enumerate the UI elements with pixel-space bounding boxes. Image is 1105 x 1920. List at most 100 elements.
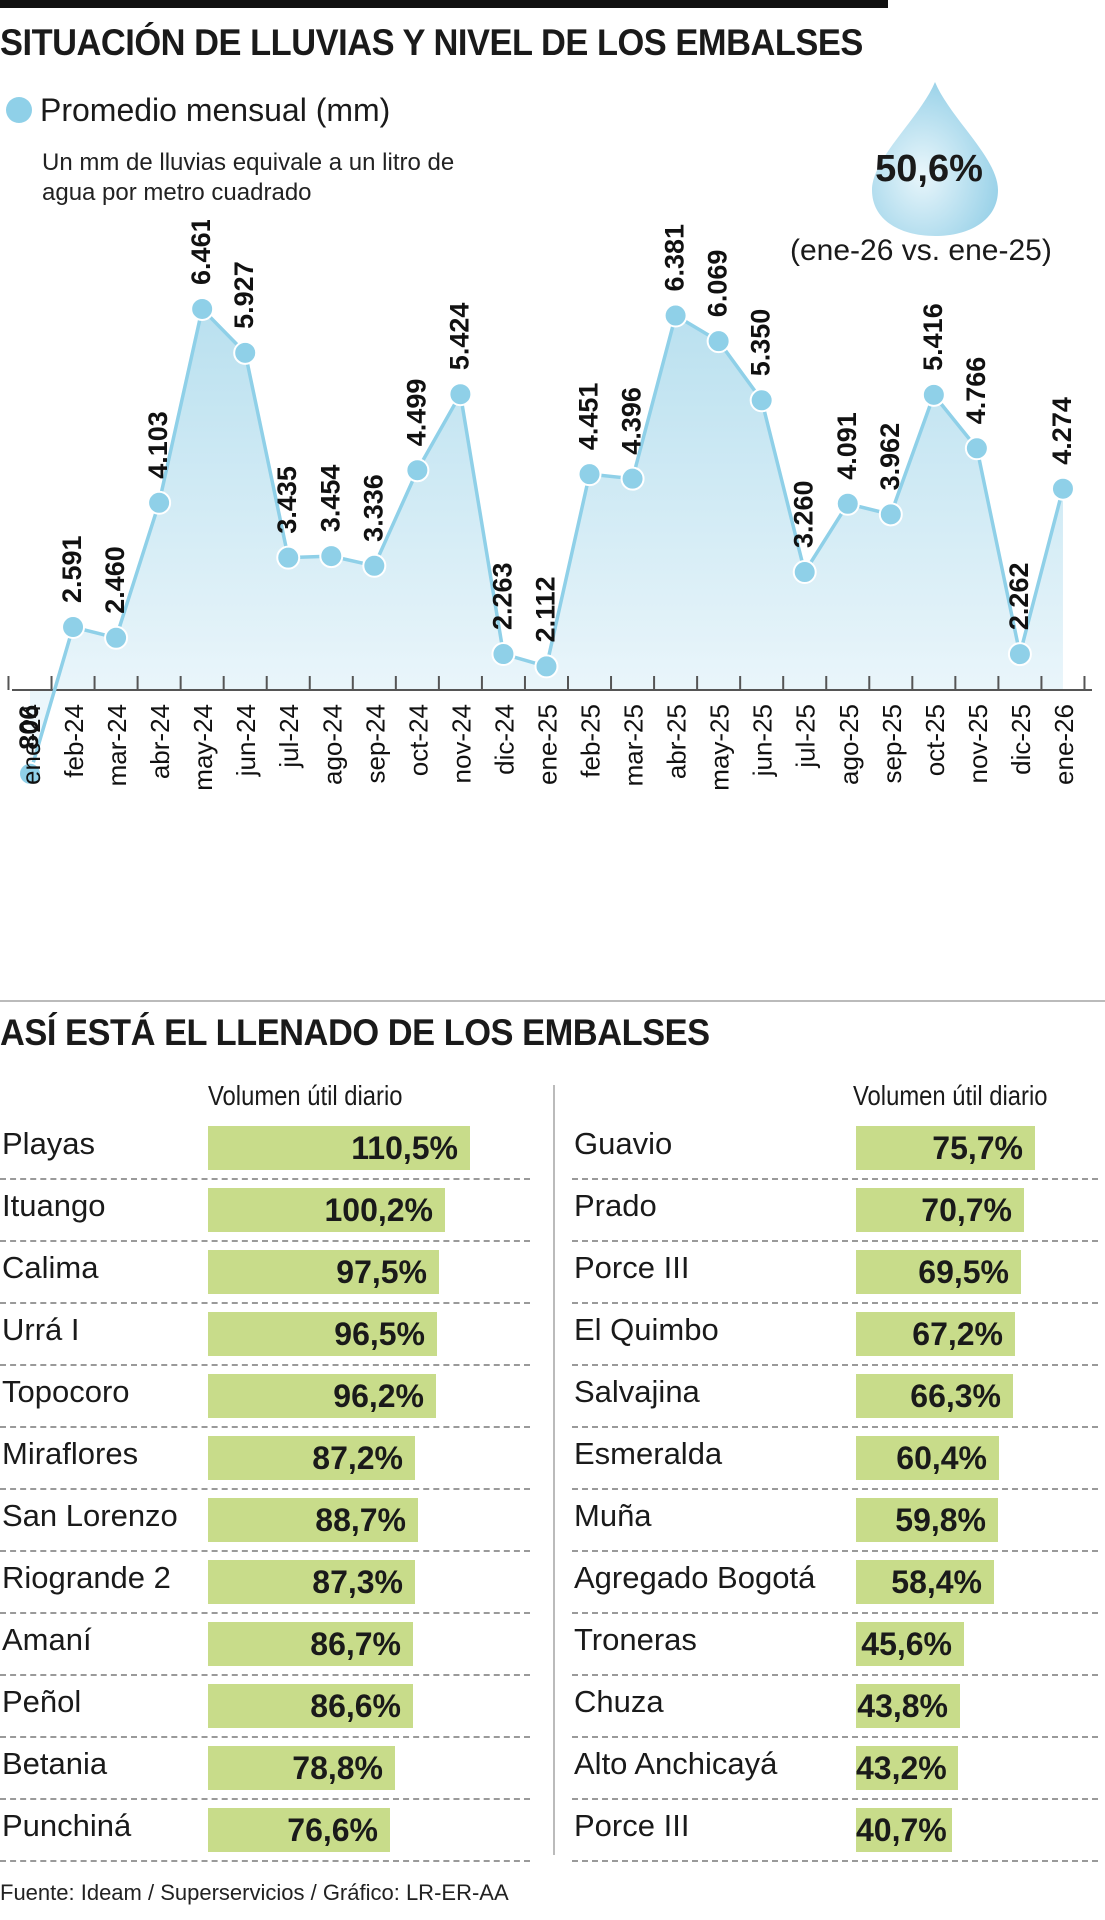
- data-label: 4.499: [401, 379, 431, 447]
- reservoir-name: Porce III: [574, 1250, 690, 1285]
- x-tick-label: abr-24: [145, 704, 175, 779]
- data-point: [190, 296, 215, 321]
- reservoir-volume-value: 88,7%: [315, 1502, 406, 1538]
- x-tick-label: dic-24: [489, 704, 519, 775]
- reservoir-volume-bar: [856, 1498, 998, 1542]
- x-tick-label: may-24: [188, 704, 218, 791]
- reservoir-name: El Quimbo: [574, 1312, 719, 1347]
- reservoir-row-right: Porce III 69,5%: [572, 1242, 1098, 1304]
- data-label: 3.962: [875, 423, 905, 491]
- reservoir-volume-value: 96,5%: [334, 1316, 425, 1352]
- reservoir-volume-bar: [208, 1622, 413, 1666]
- x-tick-label: abr-25: [662, 704, 692, 779]
- reservoir-volume-bar: [856, 1808, 952, 1852]
- legend-label: Promedio mensual (mm): [40, 92, 391, 128]
- data-point: [534, 654, 559, 679]
- reservoir-row-left: Betania 78,8%: [0, 1738, 530, 1800]
- reservoir-volume-value: 97,5%: [336, 1254, 427, 1290]
- reservoir-volume-value: 86,7%: [310, 1626, 401, 1662]
- legend-dot-icon: [6, 97, 32, 123]
- reservoir-volume-value: 45,6%: [861, 1626, 952, 1662]
- reservoir-row-right: Agregado Bogotá 58,4%: [572, 1552, 1098, 1614]
- reservoir-name: Chuza: [574, 1684, 664, 1719]
- data-label: 5.416: [918, 303, 948, 371]
- reservoir-volume-value: 66,3%: [910, 1378, 1001, 1414]
- reservoir-row-left: Peñol 86,6%: [0, 1676, 530, 1738]
- reservoir-row-left: Playas 110,5%: [0, 1118, 530, 1180]
- data-point: [276, 545, 301, 570]
- reservoir-volume-bar: [208, 1808, 390, 1852]
- data-point: [835, 491, 860, 516]
- x-tick-label: jun-25: [748, 704, 778, 777]
- water-drop-icon: [872, 82, 998, 236]
- chart-area-fill: [30, 308, 1063, 774]
- data-point: [362, 553, 387, 578]
- data-point: [491, 642, 516, 666]
- reservoir-volume-value: 69,5%: [918, 1254, 1009, 1290]
- data-label: 4.451: [574, 383, 604, 451]
- reservoir-row-right: Troneras 45,6%: [572, 1614, 1098, 1676]
- reservoir-volume-bar: [208, 1498, 418, 1542]
- data-label: 4.103: [143, 411, 173, 479]
- data-label: 3.336: [358, 474, 388, 542]
- reservoir-volume-bar: [856, 1622, 964, 1666]
- reservoir-name: Topocoro: [2, 1374, 130, 1409]
- reservoir-row-right: Guavio 75,7%: [572, 1118, 1098, 1180]
- reservoir-row-right: Prado 70,7%: [572, 1180, 1098, 1242]
- section-divider: [0, 1000, 1105, 1002]
- data-label: 3.454: [315, 465, 345, 533]
- reservoir-name: Miraflores: [2, 1436, 139, 1471]
- reservoir-row-left: Calima 97,5%: [0, 1242, 530, 1304]
- data-point: [921, 382, 946, 407]
- data-point: [663, 303, 688, 328]
- data-point: [448, 382, 473, 407]
- reservoir-name: Ituango: [2, 1188, 106, 1223]
- reservoir-volume-value: 40,7%: [856, 1812, 947, 1848]
- reservoir-volume-bar: [856, 1560, 994, 1604]
- reservoir-volume-bar: [856, 1188, 1024, 1232]
- data-point: [620, 466, 645, 491]
- reservoir-volume-bar: [208, 1684, 413, 1728]
- reservoir-name: Troneras: [574, 1622, 697, 1657]
- reservoir-volume-value: 67,2%: [912, 1316, 1003, 1352]
- reservoir-row-left: Urrá I 96,5%: [0, 1304, 530, 1366]
- data-label: 3.435: [272, 466, 302, 534]
- data-point: [706, 329, 731, 354]
- reservoir-row-left: Ituango 100,2%: [0, 1180, 530, 1242]
- reservoir-volume-bar: [208, 1250, 439, 1294]
- reservoir-name: Agregado Bogotá: [574, 1560, 816, 1595]
- reservoir-volume-bar: [856, 1126, 1035, 1170]
- data-label: 5.350: [746, 309, 776, 377]
- data-label: 3.260: [789, 480, 819, 548]
- x-tick-label: jun-24: [231, 704, 261, 777]
- reservoir-volume-value: 43,2%: [856, 1750, 947, 1786]
- data-point: [878, 502, 903, 527]
- reservoir-volume-bar: [856, 1374, 1013, 1418]
- data-point: [104, 625, 129, 650]
- data-label: 2.263: [487, 562, 517, 630]
- reservoir-volume-bar: [856, 1250, 1021, 1294]
- x-tick-label: dic-25: [1006, 704, 1036, 775]
- x-tick-label: sep-24: [360, 704, 390, 784]
- data-point: [964, 436, 989, 461]
- data-label: 6.381: [660, 224, 690, 292]
- reservoir-volume-bar: [208, 1312, 437, 1356]
- data-point: [749, 388, 774, 413]
- reservoir-row-left: Amaní 86,7%: [0, 1614, 530, 1676]
- x-tick-label: jul-24: [274, 704, 304, 769]
- data-point: [1050, 476, 1075, 501]
- data-point: [18, 761, 42, 786]
- data-point: [792, 560, 817, 585]
- reservoir-row-left: San Lorenzo 88,7%: [0, 1490, 530, 1552]
- reservoir-volume-value: 96,2%: [333, 1378, 424, 1414]
- x-tick-label: ago-24: [317, 704, 347, 785]
- x-tick-label: ene-25: [532, 704, 562, 785]
- x-tick-label: feb-24: [59, 704, 89, 778]
- source-credit: Fuente: Ideam / Superservicios / Gráfico…: [0, 1880, 509, 1905]
- reservoir-volume-value: 43,8%: [857, 1688, 948, 1724]
- main-title: SITUACIÓN DE LLUVIAS Y NIVEL DE LOS EMBA…: [0, 22, 863, 63]
- x-tick-label: jul-25: [791, 704, 821, 769]
- reservoir-volume-value: 75,7%: [932, 1130, 1023, 1166]
- reservoir-volume-value: 87,3%: [312, 1564, 403, 1600]
- data-point: [233, 340, 258, 365]
